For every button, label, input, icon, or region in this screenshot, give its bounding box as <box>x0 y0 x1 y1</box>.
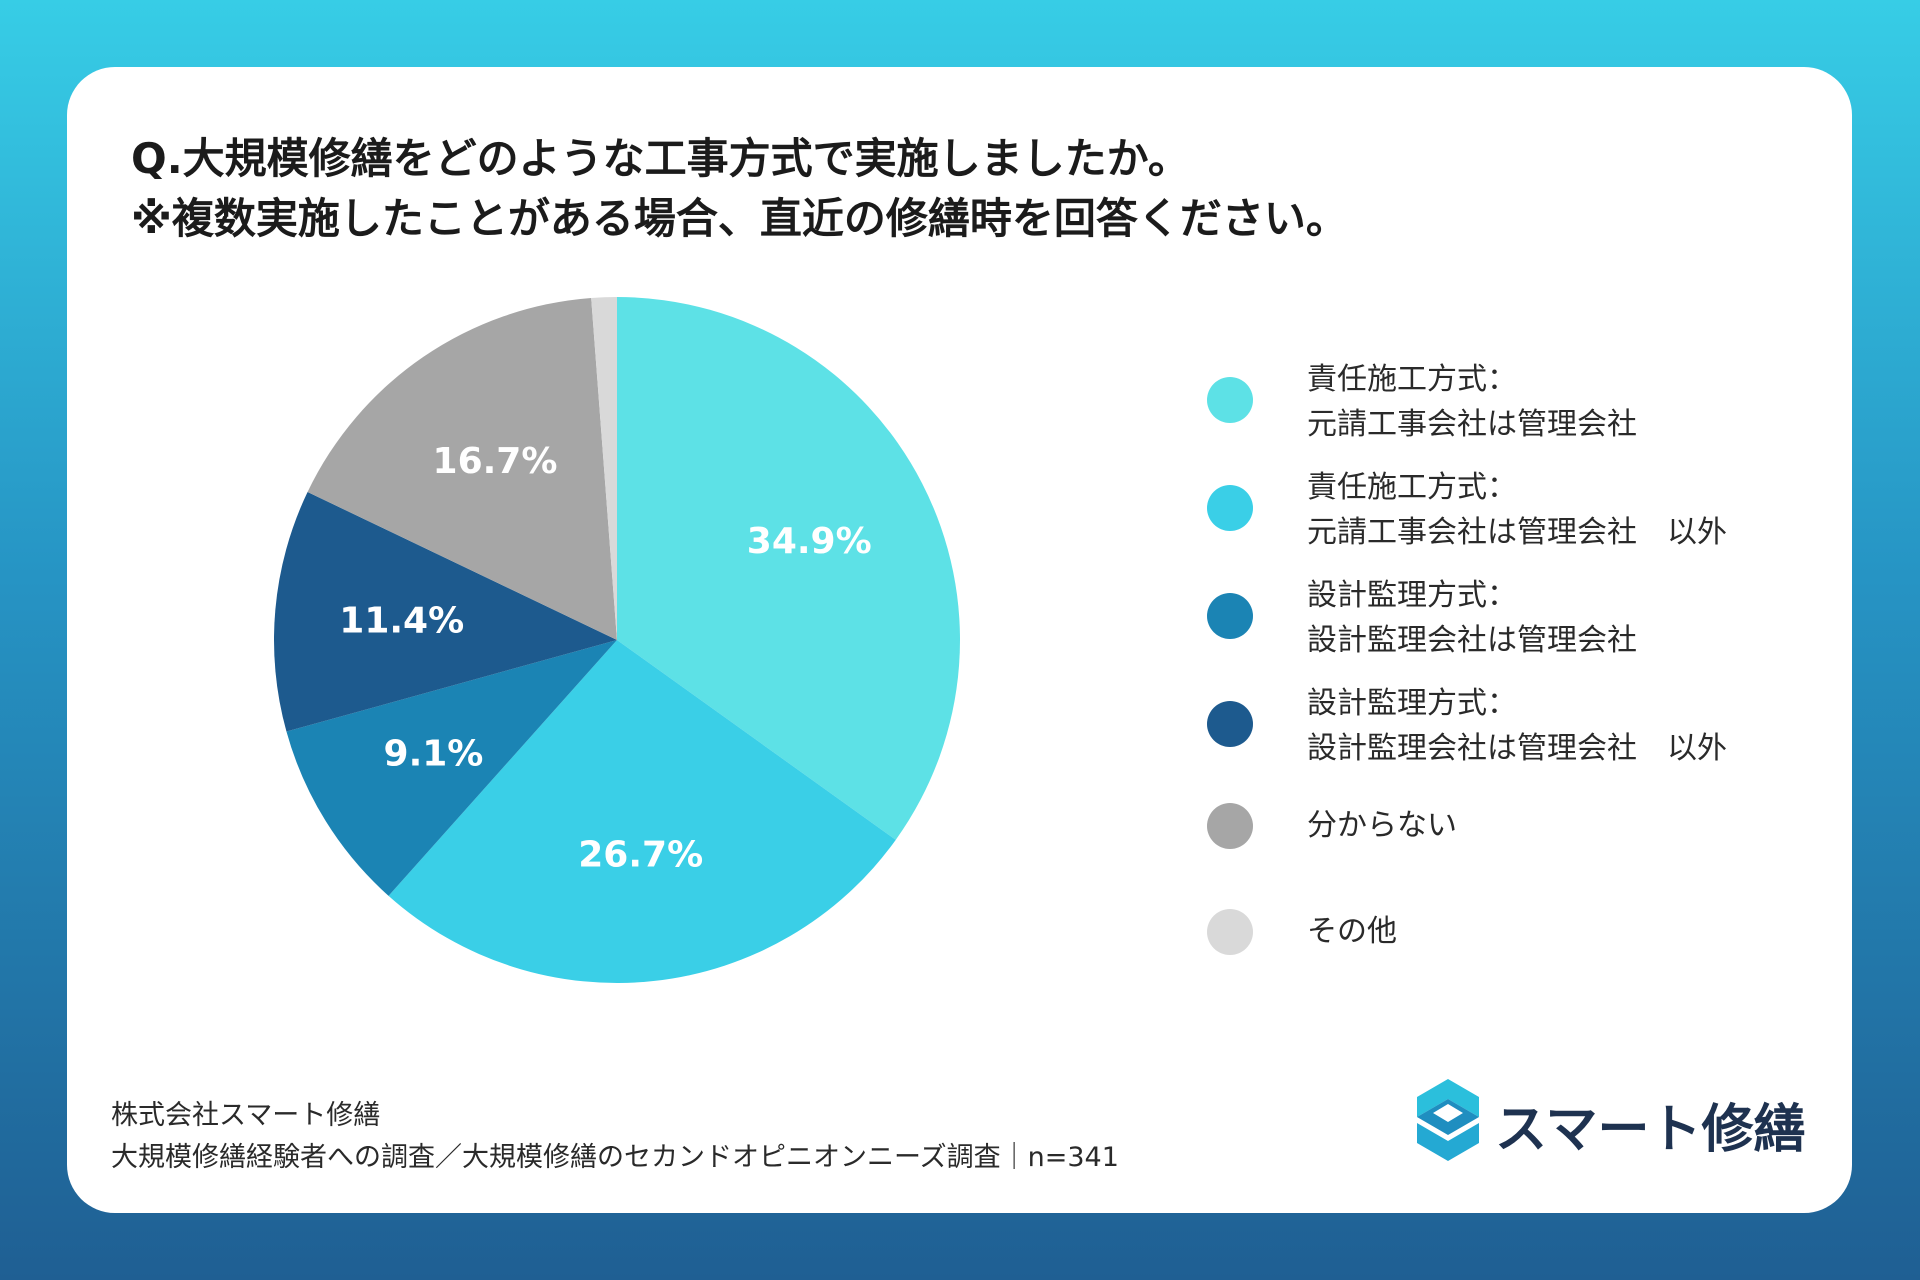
pie-labels: 34.9% 26.7% 9.1% 11.4% 16.7% <box>339 441 871 875</box>
survey-source: 大規模修繕経験者への調査／大規模修繕のセカンドオピニオンニーズ調査｜n=341 <box>111 1142 1119 1173</box>
legend-swatch <box>1207 701 1253 747</box>
pie-slices <box>274 297 961 984</box>
survey-card: Q.大規模修繕をどのような工事方式で実施しましたか。 ※複数実施したことがある場… <box>67 67 1852 1213</box>
pie-slice <box>274 492 617 732</box>
pie-chart: 34.9% 26.7% 9.1% 11.4% 16.7% <box>274 297 961 984</box>
survey-footer: 株式会社スマート修繕 大規模修繕経験者への調査／大規模修繕のセカンドオピニオンニ… <box>111 1095 1119 1179</box>
legend-label-line-1: 設計監理方式： <box>1307 686 1517 721</box>
company-name: 株式会社スマート修繕 <box>111 1100 381 1131</box>
question-line-2: ※複数実施したことがある場合、直近の修繕時を回答ください。 <box>131 194 1348 243</box>
slice-value-label: 26.7% <box>578 834 703 875</box>
pie-slice <box>617 297 961 840</box>
legend-label: その他 <box>1307 909 1397 954</box>
question-title: Q.大規模修繕をどのような工事方式で実施しましたか。 ※複数実施したことがある場… <box>131 129 1348 249</box>
legend-swatch <box>1207 593 1253 639</box>
pie-slice <box>388 640 896 984</box>
legend-swatch <box>1207 909 1253 955</box>
legend-label: 責任施工方式： 元請工事会社は管理会社 以外 <box>1307 465 1727 555</box>
slice-value-label: 34.9% <box>747 521 872 562</box>
brand-logo: スマート修繕 <box>1415 1077 1815 1167</box>
legend-label-line-1: 分からない <box>1307 808 1457 843</box>
legend-label: 設計監理方式： 設計監理会社は管理会社 以外 <box>1307 681 1727 771</box>
legend-label-line-2: 設計監理会社は管理会社 以外 <box>1307 731 1727 766</box>
slice-value-label: 9.1% <box>384 734 484 775</box>
legend-swatch <box>1207 377 1253 423</box>
legend-label: 責任施工方式： 元請工事会社は管理会社 <box>1307 357 1637 447</box>
legend-label-line-2: 元請工事会社は管理会社 以外 <box>1307 515 1727 550</box>
legend-label-line-1: その他 <box>1307 914 1397 949</box>
pie-slice <box>286 640 617 896</box>
slice-value-label: 11.4% <box>339 601 464 642</box>
legend-label: 分からない <box>1307 803 1457 848</box>
brand-logo-icon <box>1417 1079 1479 1161</box>
pie-slice <box>307 297 617 640</box>
legend-label-line-1: 設計監理方式： <box>1307 578 1517 613</box>
legend-label-line-2: 元請工事会社は管理会社 <box>1307 407 1637 442</box>
brand-name: スマート修繕 <box>1495 1100 1806 1160</box>
legend-swatch <box>1207 485 1253 531</box>
legend-swatch <box>1207 803 1253 849</box>
pie-slice <box>591 297 617 640</box>
legend-label-line-1: 責任施工方式： <box>1307 470 1517 505</box>
legend-label-line-2: 設計監理会社は管理会社 <box>1307 623 1637 658</box>
slice-value-label: 16.7% <box>433 441 558 482</box>
legend-label: 設計監理方式： 設計監理会社は管理会社 <box>1307 573 1637 663</box>
legend-label-line-1: 責任施工方式： <box>1307 362 1517 397</box>
question-line-1: Q.大規模修繕をどのような工事方式で実施しましたか。 <box>131 134 1190 183</box>
